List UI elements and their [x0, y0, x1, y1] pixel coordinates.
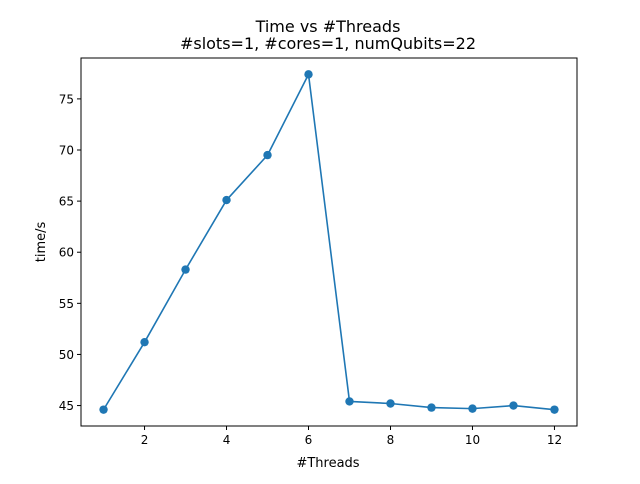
x-tick-label: 4 — [223, 433, 231, 447]
x-tick-label: 8 — [387, 433, 395, 447]
y-axis-label: time/s — [34, 222, 49, 263]
y-tick-label: 60 — [59, 246, 74, 260]
data-point — [427, 403, 436, 412]
x-tick-label: 10 — [465, 433, 480, 447]
data-point — [222, 195, 231, 205]
x-tick-label: 12 — [547, 433, 562, 447]
chart-title: Time vs #Threads — [255, 17, 401, 36]
y-axis-ticks: 45 50 55 60 65 70 75 — [59, 92, 81, 413]
data-point — [345, 397, 354, 406]
y-tick-label: 70 — [59, 144, 74, 158]
x-tick-label: 2 — [141, 433, 149, 447]
data-point — [468, 404, 477, 413]
series-line — [102, 73, 555, 411]
y-tick-label: 75 — [59, 92, 74, 106]
plot-frame — [80, 57, 578, 427]
x-axis-ticks: 2 4 6 8 10 12 — [141, 426, 562, 447]
data-point — [386, 399, 395, 408]
data-point — [263, 150, 272, 160]
data-point — [140, 337, 149, 347]
data-point — [509, 401, 518, 410]
y-tick-label: 50 — [59, 348, 74, 362]
x-axis-label: #Threads — [296, 456, 359, 471]
series-layer — [99, 70, 559, 414]
data-point — [181, 265, 190, 274]
y-tick-label: 55 — [59, 297, 74, 311]
data-point — [550, 405, 559, 414]
y-tick-label: 65 — [59, 195, 74, 209]
data-point — [304, 70, 313, 79]
x-tick-label: 6 — [305, 433, 313, 447]
data-point — [99, 405, 108, 414]
chart-subtitle: #slots=1, #cores=1, numQubits=22 — [180, 34, 476, 53]
y-tick-label: 45 — [59, 399, 74, 413]
